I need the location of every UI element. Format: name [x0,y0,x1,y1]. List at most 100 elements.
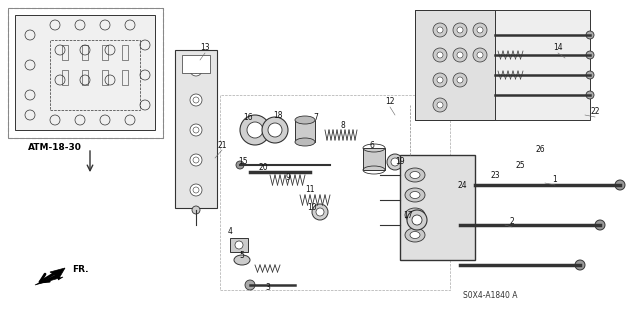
Ellipse shape [316,208,324,216]
Bar [175,50,217,208]
Text: 21: 21 [217,140,227,150]
Ellipse shape [437,27,443,33]
Text: 19: 19 [395,158,405,167]
Ellipse shape [453,23,467,37]
Polygon shape [35,268,65,285]
Ellipse shape [453,73,467,87]
Bar [122,45,128,60]
Ellipse shape [412,215,422,225]
Text: 18: 18 [273,112,283,121]
Ellipse shape [405,208,425,222]
Ellipse shape [247,122,263,138]
Ellipse shape [190,154,202,166]
Ellipse shape [437,52,443,58]
Bar [8,8,163,138]
Text: 26: 26 [535,145,545,154]
Bar [102,45,108,60]
Ellipse shape [586,91,594,99]
Bar [415,10,590,120]
Ellipse shape [192,206,200,214]
Bar [82,45,88,60]
Text: 1: 1 [552,175,557,184]
Ellipse shape [433,73,447,87]
Text: 7: 7 [314,114,319,122]
Ellipse shape [235,241,243,249]
Text: 24: 24 [457,181,467,189]
Text: 11: 11 [305,186,315,195]
Text: 20: 20 [258,164,268,173]
Ellipse shape [190,64,202,76]
Ellipse shape [595,220,605,230]
Ellipse shape [615,180,625,190]
Bar [50,40,140,110]
Bar [400,155,475,260]
Ellipse shape [477,52,483,58]
Ellipse shape [407,210,427,230]
Ellipse shape [433,98,447,112]
Text: 14: 14 [553,43,563,53]
Ellipse shape [437,77,443,83]
Bar [15,15,155,130]
Ellipse shape [234,255,250,265]
Text: 13: 13 [200,43,210,53]
Ellipse shape [410,211,420,219]
Ellipse shape [405,228,425,242]
Ellipse shape [190,124,202,136]
Bar [220,95,450,290]
Text: 8: 8 [340,122,346,130]
Ellipse shape [410,232,420,239]
Ellipse shape [245,280,255,290]
Bar [62,70,68,85]
Ellipse shape [473,48,487,62]
Ellipse shape [410,191,420,198]
Text: 22: 22 [590,108,600,116]
Ellipse shape [457,52,463,58]
Text: 4: 4 [228,227,232,236]
Text: 12: 12 [385,98,395,107]
Text: 15: 15 [238,158,248,167]
Bar [415,10,495,120]
Text: 16: 16 [243,114,253,122]
Ellipse shape [586,51,594,59]
Bar [295,120,315,142]
Text: 9: 9 [285,174,291,182]
Ellipse shape [437,102,443,108]
Text: 17: 17 [403,211,413,219]
Text: ATM-18-30: ATM-18-30 [28,144,82,152]
Ellipse shape [457,27,463,33]
Ellipse shape [190,94,202,106]
Ellipse shape [575,260,585,270]
Ellipse shape [453,48,467,62]
Ellipse shape [586,71,594,79]
Text: 10: 10 [307,204,317,212]
Ellipse shape [405,188,425,202]
Ellipse shape [387,154,403,170]
Text: FR.: FR. [72,265,88,275]
Ellipse shape [240,115,270,145]
Ellipse shape [410,172,420,179]
Ellipse shape [295,116,315,124]
Ellipse shape [477,27,483,33]
Text: 6: 6 [369,140,374,150]
Text: 2: 2 [509,218,515,226]
Bar [62,45,68,60]
Ellipse shape [312,204,328,220]
Text: 3: 3 [266,284,271,293]
Bar [122,70,128,85]
Text: S0X4-A1840 A: S0X4-A1840 A [463,291,517,300]
Ellipse shape [391,158,399,166]
Bar [182,55,210,73]
Ellipse shape [433,23,447,37]
Text: 5: 5 [239,250,244,259]
Bar [102,70,108,85]
Ellipse shape [295,138,315,146]
Ellipse shape [190,184,202,196]
Bar [8,8,163,138]
Bar [363,148,385,170]
Text: 23: 23 [490,170,500,180]
Ellipse shape [473,23,487,37]
Ellipse shape [268,123,282,137]
Ellipse shape [433,48,447,62]
Ellipse shape [262,117,288,143]
Ellipse shape [236,161,244,169]
